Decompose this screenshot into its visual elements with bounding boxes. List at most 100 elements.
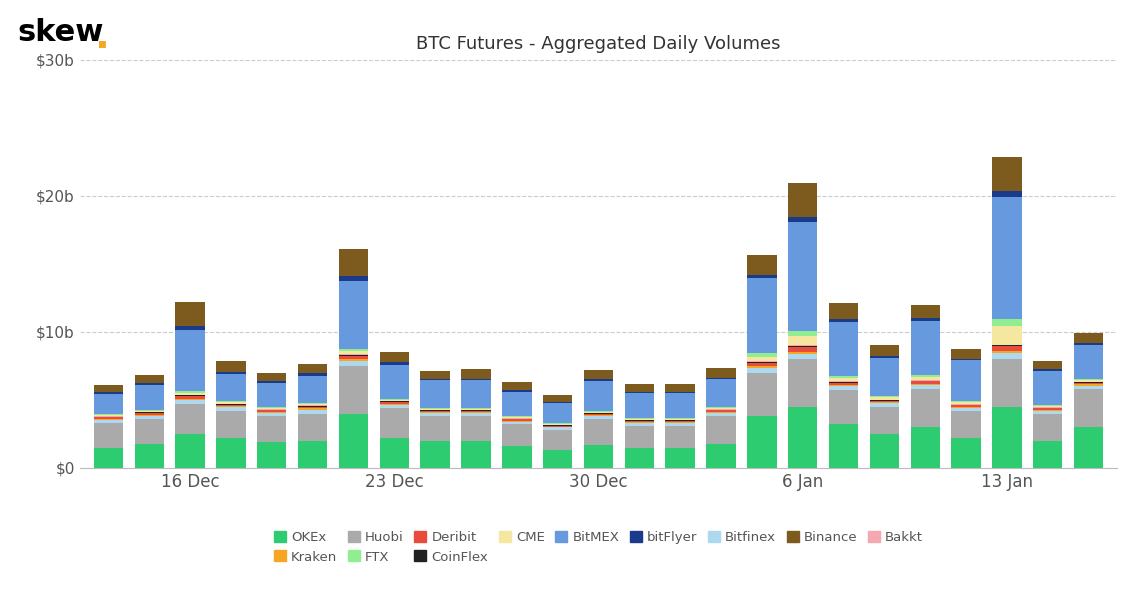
Bar [93, 423, 123, 448]
Bar [747, 278, 776, 353]
Bar [829, 378, 858, 382]
Bar [992, 407, 1021, 468]
Bar [1074, 380, 1104, 382]
Bar [952, 402, 980, 404]
Bar [421, 416, 450, 441]
Bar [992, 319, 1021, 326]
Bar [256, 407, 286, 408]
Bar [829, 391, 858, 424]
Bar [1074, 343, 1104, 345]
Bar [666, 419, 695, 420]
Bar [298, 407, 327, 408]
Bar [625, 383, 654, 392]
Bar [298, 403, 327, 404]
Bar [625, 448, 654, 468]
Bar [1033, 406, 1062, 407]
Bar [339, 249, 368, 276]
Bar [176, 326, 205, 329]
Bar [829, 383, 858, 385]
Bar [1033, 441, 1062, 468]
Bar [176, 400, 205, 404]
Bar [788, 183, 817, 217]
Bar [298, 376, 327, 403]
Bar [707, 410, 735, 412]
Bar [256, 373, 286, 381]
Bar [93, 415, 123, 416]
Bar [625, 418, 654, 419]
Bar [625, 421, 654, 422]
Bar [584, 381, 613, 411]
Bar [992, 326, 1021, 344]
Bar [298, 413, 327, 441]
Bar [217, 438, 245, 468]
Bar [502, 392, 531, 416]
Bar [829, 319, 858, 322]
Bar [870, 401, 899, 403]
Bar [339, 355, 368, 356]
Bar [625, 422, 654, 423]
Bar [625, 426, 654, 448]
Bar [1033, 410, 1062, 413]
Bar [707, 379, 735, 407]
Bar [584, 379, 613, 381]
Bar [298, 373, 327, 376]
Bar [707, 416, 735, 443]
Bar [911, 305, 940, 318]
Bar [870, 358, 899, 396]
Bar [788, 352, 817, 354]
Bar [380, 404, 409, 405]
Bar [135, 375, 164, 383]
Bar [625, 419, 654, 420]
Bar [911, 380, 940, 381]
Bar [93, 414, 123, 415]
Bar [1033, 369, 1062, 371]
Bar [339, 356, 368, 359]
Bar [421, 380, 450, 407]
Bar [829, 322, 858, 376]
Bar [870, 403, 899, 407]
Bar [421, 441, 450, 468]
Bar [93, 448, 123, 468]
Bar [747, 353, 776, 356]
Bar [952, 438, 980, 468]
Bar [788, 359, 817, 407]
Bar [543, 423, 572, 424]
Bar [502, 419, 531, 421]
Bar [870, 407, 899, 434]
Bar [788, 335, 817, 345]
Bar [502, 446, 531, 468]
Bar [666, 426, 695, 448]
Bar [952, 349, 980, 359]
Bar [256, 381, 286, 383]
Bar [256, 383, 286, 407]
Bar [625, 423, 654, 426]
Bar [339, 352, 368, 354]
Bar [870, 356, 899, 358]
Bar [747, 254, 776, 275]
Bar [788, 407, 817, 468]
Bar [421, 412, 450, 413]
Bar [339, 413, 368, 468]
Bar [93, 420, 123, 423]
Bar [380, 398, 409, 400]
Bar [1033, 408, 1062, 410]
Bar [339, 359, 368, 361]
Bar [911, 381, 940, 383]
Bar [502, 422, 531, 424]
Bar [911, 320, 940, 375]
Bar [217, 361, 245, 371]
Bar [176, 392, 205, 395]
Bar [992, 345, 1021, 346]
Bar [421, 413, 450, 416]
Bar [747, 356, 776, 361]
Bar [1074, 379, 1104, 380]
Bar [829, 376, 858, 378]
Bar [462, 441, 490, 468]
Bar [1033, 405, 1062, 406]
Bar [911, 377, 940, 380]
Bar [707, 407, 735, 408]
Bar [1074, 385, 1104, 386]
Bar [176, 434, 205, 468]
Bar [1074, 386, 1104, 389]
Bar [952, 407, 980, 408]
